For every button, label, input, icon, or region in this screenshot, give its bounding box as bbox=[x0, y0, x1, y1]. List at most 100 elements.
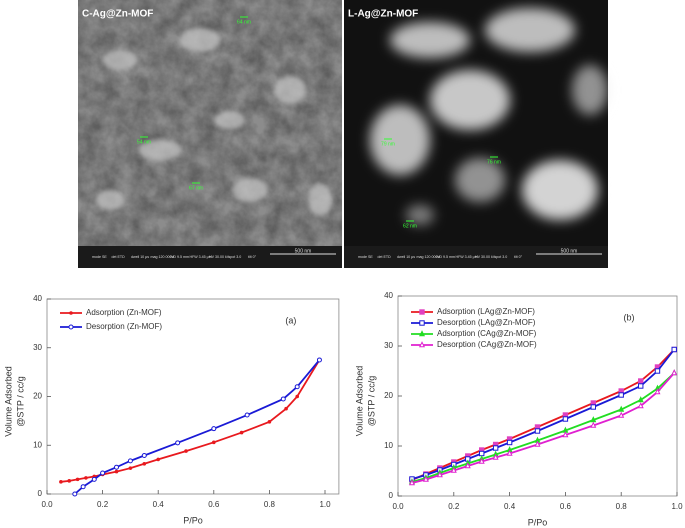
legend-label: Adsorption (Zn-MOF) bbox=[86, 308, 162, 317]
scale-bar-label: 500 nm bbox=[295, 248, 312, 254]
marker bbox=[562, 431, 569, 438]
y-tick-label: 10 bbox=[33, 440, 42, 449]
info-text: det ETD bbox=[112, 255, 126, 259]
info-text: spot 3.0 bbox=[229, 255, 242, 259]
image-label: C-Ag@Zn-MOF bbox=[82, 9, 153, 20]
marker bbox=[127, 458, 133, 464]
marker bbox=[618, 405, 625, 412]
panel-label: (b) bbox=[624, 312, 635, 322]
y-axis-label: Volume Adsorbed bbox=[354, 366, 364, 437]
legend-label: Desorption (CAg@Zn-MOF) bbox=[437, 340, 537, 349]
info-text: tilt 0° bbox=[248, 255, 257, 259]
marker bbox=[100, 470, 106, 476]
marker bbox=[114, 464, 119, 470]
sem-image-right bbox=[343, 0, 608, 268]
size-annotation: 54 nm bbox=[137, 139, 151, 145]
marker bbox=[671, 346, 677, 353]
x-tick-label: 1.0 bbox=[319, 500, 331, 509]
marker bbox=[562, 416, 569, 422]
series-line bbox=[74, 359, 321, 495]
x-tick-label: 0.6 bbox=[560, 502, 572, 511]
marker bbox=[212, 440, 216, 445]
size-annotation: 62 nm bbox=[403, 223, 417, 229]
marker bbox=[295, 394, 300, 399]
marker bbox=[59, 480, 63, 484]
y-tick-label: 20 bbox=[384, 391, 393, 400]
marker bbox=[156, 457, 160, 462]
marker bbox=[184, 449, 188, 453]
x-tick-label: 0.2 bbox=[448, 502, 460, 511]
marker bbox=[316, 357, 322, 363]
marker bbox=[244, 412, 250, 418]
info-text: mode SE bbox=[358, 255, 373, 259]
image-label: L-Ag@Zn-MOF bbox=[348, 9, 418, 20]
y-axis-label: @STP / cc/g bbox=[366, 376, 376, 426]
info-text: HV 30.00 kV bbox=[209, 255, 230, 259]
info-text: tilt 0° bbox=[514, 255, 523, 259]
y-tick-label: 0 bbox=[389, 491, 394, 500]
marker bbox=[590, 416, 597, 423]
scale-bar-label: 500 nm bbox=[561, 248, 578, 254]
x-tick-label: 0.8 bbox=[616, 502, 628, 511]
legend-marker bbox=[418, 341, 426, 348]
marker bbox=[638, 383, 644, 389]
x-tick-label: 0.6 bbox=[208, 500, 220, 509]
info-text: det ETD bbox=[378, 255, 392, 259]
y-tick-label: 40 bbox=[384, 291, 393, 300]
y-tick-label: 30 bbox=[384, 341, 393, 350]
marker bbox=[422, 475, 429, 482]
legend-label: Adsorption (LAg@Zn-MOF) bbox=[437, 307, 535, 316]
marker bbox=[618, 392, 624, 398]
marker bbox=[506, 449, 513, 456]
marker bbox=[280, 396, 286, 402]
info-text: dwell 10 µs bbox=[131, 255, 149, 259]
marker bbox=[506, 439, 513, 446]
marker bbox=[654, 388, 661, 395]
legend-marker bbox=[419, 320, 425, 326]
marker bbox=[479, 450, 485, 457]
info-text: HFW 3.45 µm bbox=[456, 255, 478, 259]
x-axis-label: P/Po bbox=[183, 515, 203, 525]
panel-label: (a) bbox=[285, 315, 296, 325]
marker bbox=[239, 430, 244, 435]
legend-label: Desorption (Zn-MOF) bbox=[86, 322, 162, 331]
info-text: HFW 3.45 µm bbox=[190, 255, 212, 259]
legend-marker bbox=[68, 324, 74, 330]
legend-marker bbox=[418, 330, 426, 337]
legend-label: Desorption (LAg@Zn-MOF) bbox=[437, 318, 536, 327]
info-text: HV 30.00 kV bbox=[475, 255, 496, 259]
marker bbox=[84, 476, 88, 480]
marker bbox=[128, 466, 133, 470]
marker bbox=[654, 368, 661, 374]
marker bbox=[408, 479, 415, 486]
info-text: mode SE bbox=[92, 255, 107, 259]
marker bbox=[294, 384, 300, 390]
size-annotation: 67 nm bbox=[189, 185, 203, 191]
info-text: mag 120 000 x bbox=[151, 255, 175, 259]
info-text: spot 3.0 bbox=[495, 255, 508, 259]
y-axis-label: @STP / cc/g bbox=[15, 376, 25, 426]
marker bbox=[492, 445, 499, 451]
y-axis-label: Volume Adsorbed bbox=[3, 366, 13, 437]
chart: 0 10 20 30 40 0.0 0.2 0.4 0.6 0.8 1.0 P/Po Volume Ad… bbox=[3, 294, 340, 525]
marker bbox=[590, 421, 597, 428]
marker bbox=[534, 440, 541, 447]
x-tick-label: 0.0 bbox=[392, 502, 404, 511]
info-text: mag 120 000 x bbox=[417, 255, 441, 259]
legend-marker bbox=[419, 309, 425, 315]
marker bbox=[67, 479, 72, 483]
size-annotation: 79 nm bbox=[381, 141, 395, 147]
image-divider bbox=[342, 0, 344, 268]
x-tick-label: 0.2 bbox=[97, 500, 109, 509]
y-tick-label: 20 bbox=[33, 392, 42, 401]
marker bbox=[75, 477, 80, 482]
x-tick-label: 0.8 bbox=[264, 500, 276, 509]
marker bbox=[142, 461, 147, 466]
marker bbox=[450, 466, 457, 473]
marker bbox=[671, 369, 678, 376]
info-text: dwell 10 µs bbox=[397, 255, 415, 259]
y-tick-label: 10 bbox=[384, 441, 393, 450]
marker bbox=[464, 462, 471, 469]
x-tick-label: 1.0 bbox=[671, 502, 683, 511]
